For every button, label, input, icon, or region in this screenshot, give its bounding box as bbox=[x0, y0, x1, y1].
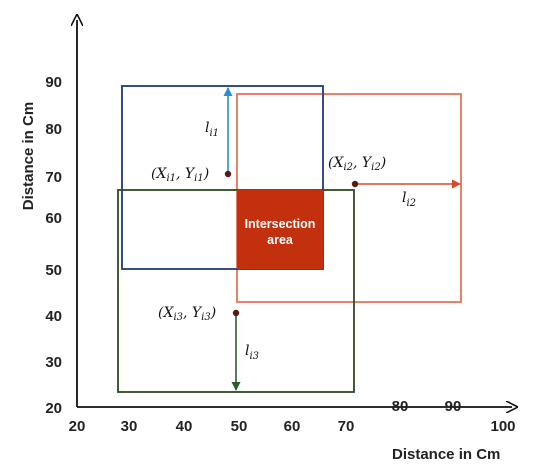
node-3-point-label: (Xi3, Yi3) bbox=[158, 305, 216, 323]
intersection-area bbox=[237, 190, 323, 269]
x-tick: 30 bbox=[121, 418, 138, 435]
node-1-range-label: li1 bbox=[205, 120, 219, 139]
x-tick: 60 bbox=[284, 418, 301, 435]
x-tick: 100 bbox=[490, 418, 515, 435]
node-1-point-label: (Xi1, Yi1) bbox=[151, 166, 209, 184]
y-tick: 20 bbox=[45, 400, 62, 417]
x-tick: 80 bbox=[392, 398, 409, 415]
node-3-range-label: li3 bbox=[245, 343, 259, 362]
node-point-3 bbox=[232, 309, 240, 317]
x-tick: 40 bbox=[176, 418, 193, 435]
x-tick-labels: 20 30 40 50 60 70 80 90 100 bbox=[69, 398, 516, 435]
coverage-square-node-1 bbox=[121, 85, 324, 270]
x-axis-title: Distance in Cm bbox=[392, 446, 500, 463]
x-tick: 90 bbox=[445, 398, 462, 415]
x-tick: 50 bbox=[231, 418, 248, 435]
y-axis-title: Distance in Cm bbox=[20, 102, 37, 210]
y-tick: 40 bbox=[45, 308, 62, 325]
y-tick: 50 bbox=[45, 262, 62, 279]
y-tick: 70 bbox=[45, 169, 62, 186]
node-2-point-label: (Xi2, Yi2) bbox=[328, 155, 386, 173]
y-tick: 30 bbox=[45, 354, 62, 371]
y-tick: 90 bbox=[45, 74, 62, 91]
node-point-2 bbox=[351, 180, 359, 188]
node-2-range-label: li2 bbox=[402, 190, 416, 209]
coverage-square-node-3 bbox=[117, 189, 355, 393]
intersection-label-line2: area bbox=[267, 233, 294, 247]
x-tick: 20 bbox=[69, 418, 86, 435]
y-tick-labels: 20 30 40 50 60 70 80 90 bbox=[45, 74, 62, 417]
y-tick: 60 bbox=[45, 210, 62, 227]
x-tick: 70 bbox=[338, 418, 355, 435]
intersection-label-line1: Intersection bbox=[245, 217, 316, 231]
node-point-1 bbox=[224, 170, 232, 178]
y-tick: 80 bbox=[45, 121, 62, 138]
